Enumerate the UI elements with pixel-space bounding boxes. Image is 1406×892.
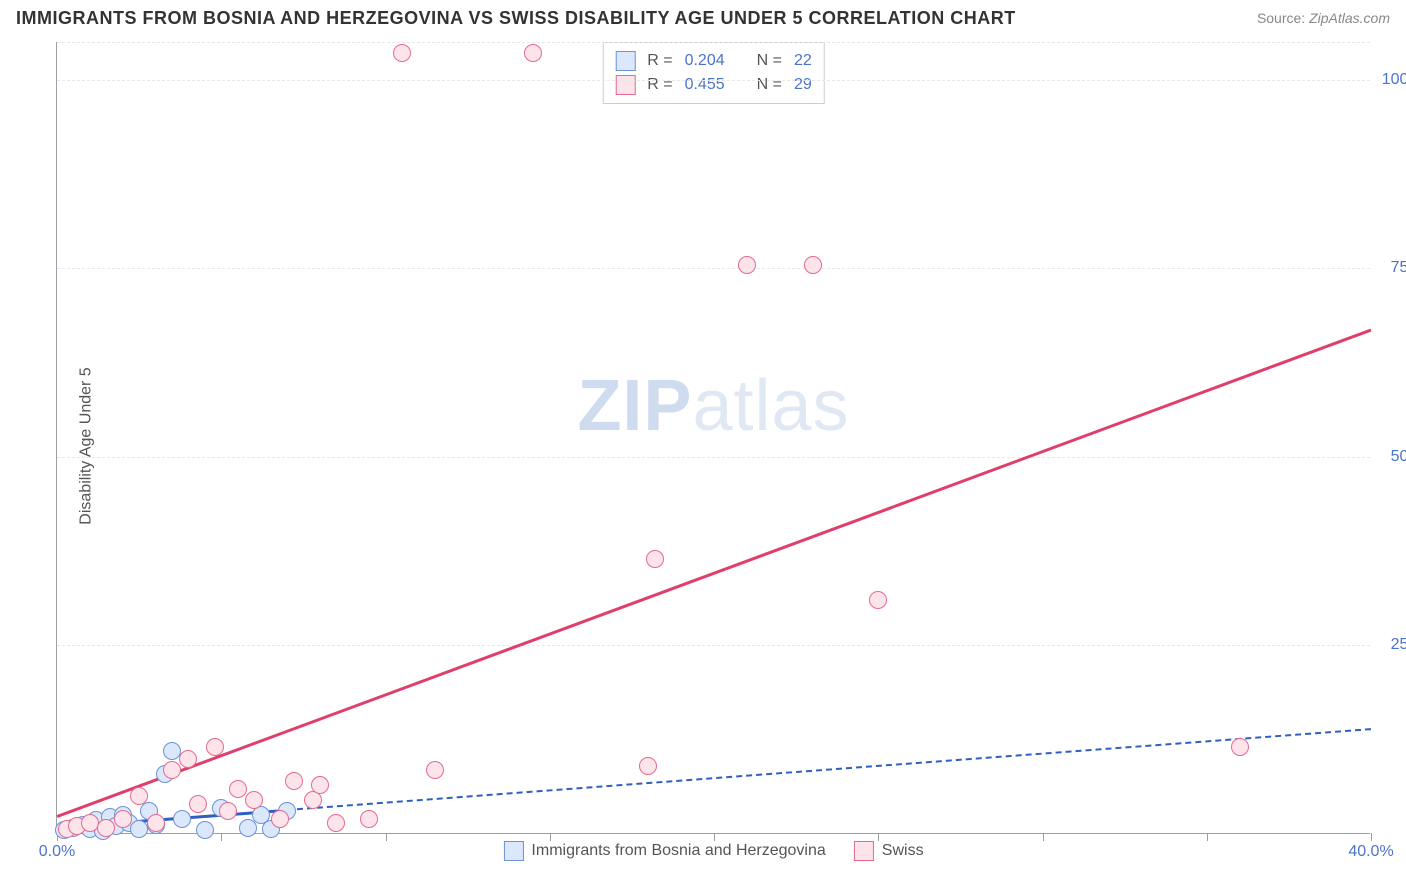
legend-item-swiss: Swiss: [854, 841, 924, 861]
data-point-swiss: [1231, 738, 1249, 756]
data-point-swiss: [360, 810, 378, 828]
data-point-swiss: [206, 738, 224, 756]
data-point-swiss: [130, 787, 148, 805]
x-tick: [714, 833, 715, 841]
swatch-bosnia: [615, 51, 635, 71]
r-label: R =: [647, 76, 672, 94]
watermark-zip: ZIP: [577, 366, 692, 446]
r-label: R =: [647, 52, 672, 70]
x-tick: [878, 833, 879, 841]
x-tick: [1043, 833, 1044, 841]
x-tick: [1207, 833, 1208, 841]
r-value-swiss: 0.455: [685, 76, 725, 94]
data-point-swiss: [804, 256, 822, 274]
y-tick-label: 25.0%: [1391, 636, 1406, 654]
gridline: [57, 268, 1370, 269]
legend-row-swiss: R = 0.455 N = 29: [615, 73, 812, 97]
series-legend: Immigrants from Bosnia and Herzegovina S…: [503, 841, 923, 861]
data-point-swiss: [393, 44, 411, 62]
y-tick-label: 75.0%: [1391, 259, 1406, 277]
n-value-swiss: 29: [794, 76, 812, 94]
y-tick-label: 100.0%: [1382, 71, 1406, 89]
trend-line: [287, 728, 1371, 811]
gridline: [57, 42, 1370, 43]
data-point-swiss: [869, 591, 887, 609]
plot-area: ZIPatlas R = 0.204 N = 22 R = 0.455 N = …: [56, 42, 1370, 834]
data-point-swiss: [97, 819, 115, 837]
x-tick: [386, 833, 387, 841]
swatch-bosnia-icon: [503, 841, 523, 861]
data-point-swiss: [639, 757, 657, 775]
chart-root: IMMIGRANTS FROM BOSNIA AND HERZEGOVINA V…: [0, 0, 1406, 892]
x-tick: [550, 833, 551, 841]
data-point-swiss: [311, 776, 329, 794]
data-point-swiss: [81, 814, 99, 832]
r-value-bosnia: 0.204: [685, 52, 725, 70]
data-point-bosnia: [130, 820, 148, 838]
data-point-swiss: [426, 761, 444, 779]
source-label: Source:: [1257, 10, 1309, 26]
n-label: N =: [757, 76, 782, 94]
data-point-swiss: [219, 802, 237, 820]
watermark-text: ZIPatlas: [577, 365, 849, 447]
source-attribution: Source: ZipAtlas.com: [1257, 10, 1390, 26]
data-point-swiss: [285, 772, 303, 790]
data-point-swiss: [271, 810, 289, 828]
data-point-bosnia: [196, 821, 214, 839]
x-tick-label: 0.0%: [39, 843, 75, 861]
data-point-swiss: [114, 810, 132, 828]
data-point-bosnia: [173, 810, 191, 828]
legend-label-swiss: Swiss: [882, 842, 924, 860]
x-tick-label: 40.0%: [1348, 843, 1393, 861]
legend-row-bosnia: R = 0.204 N = 22: [615, 49, 812, 73]
chart-title: IMMIGRANTS FROM BOSNIA AND HERZEGOVINA V…: [16, 8, 1016, 29]
correlation-legend: R = 0.204 N = 22 R = 0.455 N = 29: [602, 42, 825, 104]
n-label: N =: [757, 52, 782, 70]
gridline: [57, 80, 1370, 81]
y-tick-label: 50.0%: [1391, 448, 1406, 466]
data-point-swiss: [147, 814, 165, 832]
swatch-swiss-icon: [854, 841, 874, 861]
legend-item-bosnia: Immigrants from Bosnia and Herzegovina: [503, 841, 825, 861]
data-point-swiss: [524, 44, 542, 62]
data-point-swiss: [163, 761, 181, 779]
data-point-swiss: [179, 750, 197, 768]
gridline: [57, 645, 1370, 646]
legend-label-bosnia: Immigrants from Bosnia and Herzegovina: [531, 842, 825, 860]
swatch-swiss: [615, 75, 635, 95]
data-point-swiss: [327, 814, 345, 832]
data-point-swiss: [245, 791, 263, 809]
gridline: [57, 457, 1370, 458]
data-point-swiss: [229, 780, 247, 798]
data-point-bosnia: [163, 742, 181, 760]
x-tick: [1371, 833, 1372, 841]
data-point-swiss: [646, 550, 664, 568]
n-value-bosnia: 22: [794, 52, 812, 70]
watermark-atlas: atlas: [692, 366, 849, 446]
data-point-swiss: [189, 795, 207, 813]
data-point-swiss: [738, 256, 756, 274]
x-tick: [221, 833, 222, 841]
source-site: ZipAtlas.com: [1309, 10, 1390, 26]
